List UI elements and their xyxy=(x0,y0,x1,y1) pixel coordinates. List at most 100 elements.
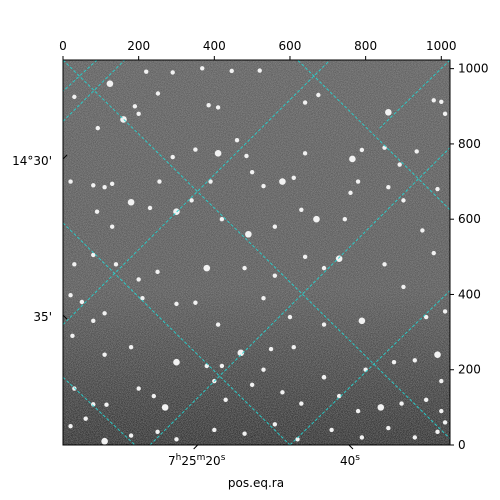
star-126 xyxy=(174,437,179,442)
star-3 xyxy=(200,66,205,71)
grid-line-3 xyxy=(63,60,126,122)
star-77 xyxy=(174,301,179,307)
sky-image xyxy=(63,60,450,445)
star-135 xyxy=(435,429,440,435)
grid-line-4 xyxy=(63,60,331,325)
star-134 xyxy=(412,435,418,440)
dec-tick-label-2: 35' xyxy=(33,310,52,324)
star-33 xyxy=(109,181,115,187)
star-30 xyxy=(68,179,73,184)
top-tick-label-2: 400 xyxy=(203,39,226,53)
star-5 xyxy=(257,68,262,73)
star-14 xyxy=(385,109,392,116)
star-37 xyxy=(249,169,255,175)
star-31 xyxy=(91,183,96,188)
x-axis-title: pos.eq.ra xyxy=(228,476,284,490)
star-92 xyxy=(219,363,225,369)
star-100 xyxy=(412,358,418,363)
star-0 xyxy=(106,80,114,88)
star-130 xyxy=(295,437,300,442)
star-81 xyxy=(287,314,293,320)
star-8 xyxy=(136,111,141,117)
world-tick-3 xyxy=(62,314,68,320)
star-39 xyxy=(279,178,286,185)
star-129 xyxy=(272,422,278,427)
star-132 xyxy=(359,435,365,440)
star-114 xyxy=(321,375,327,380)
grid-line-8 xyxy=(378,60,450,130)
right-tick-label-5: 1000 xyxy=(458,62,489,76)
star-105 xyxy=(104,402,109,407)
star-46 xyxy=(435,186,440,192)
star-107 xyxy=(151,393,156,399)
star-93 xyxy=(237,349,245,357)
star-28 xyxy=(397,162,402,167)
star-45 xyxy=(420,228,425,233)
top-tick-label-0: 0 xyxy=(59,39,67,53)
ra-tick-label-1: 7h25m20s xyxy=(168,453,226,468)
star-80 xyxy=(261,296,266,301)
star-124 xyxy=(128,433,134,438)
star-9 xyxy=(155,91,161,96)
dec-tick-labels: 14°30' 35' xyxy=(12,154,52,324)
star-69 xyxy=(335,255,343,263)
wcs-grid xyxy=(63,60,450,445)
star-106 xyxy=(136,386,141,391)
right-tick-label-1: 200 xyxy=(458,363,481,377)
star-11 xyxy=(215,105,221,110)
star-62 xyxy=(136,277,141,282)
star-71 xyxy=(431,250,436,256)
star-22 xyxy=(234,137,240,143)
star-41 xyxy=(348,190,353,196)
star-79 xyxy=(215,322,221,327)
star-21 xyxy=(214,150,222,157)
star-25 xyxy=(349,155,356,163)
star-123 xyxy=(101,437,108,445)
star-75 xyxy=(102,311,107,316)
star-18 xyxy=(95,125,101,131)
star-104 xyxy=(91,402,96,407)
star-118 xyxy=(399,401,404,406)
star-133 xyxy=(386,425,391,431)
right-tick-label-0: 0 xyxy=(458,438,466,452)
star-76 xyxy=(140,296,145,301)
star-119 xyxy=(423,397,429,403)
world-tick-0 xyxy=(193,444,199,450)
star-74 xyxy=(91,318,96,324)
star-20 xyxy=(193,147,198,152)
axis-ticks: 0 200 400 600 800 1000 0 200 400 600 800 1000 xyxy=(59,39,488,452)
grid-line-5 xyxy=(149,147,450,445)
star-116 xyxy=(355,408,361,414)
star-68 xyxy=(321,265,327,271)
star-111 xyxy=(249,382,255,387)
grid-line-1 xyxy=(63,222,291,445)
right-tick-label-2: 400 xyxy=(458,287,481,301)
star-24 xyxy=(302,151,308,156)
star-13 xyxy=(316,92,321,98)
star-56 xyxy=(342,216,348,222)
star-90 xyxy=(173,358,180,366)
star-115 xyxy=(336,393,342,399)
star-121 xyxy=(68,423,73,429)
star-53 xyxy=(272,224,278,229)
star-15 xyxy=(431,98,436,103)
star-98 xyxy=(363,367,368,372)
star-47 xyxy=(127,198,135,206)
star-29 xyxy=(414,149,419,154)
star-35 xyxy=(170,154,175,160)
star-88 xyxy=(102,352,107,357)
star-1 xyxy=(144,69,149,74)
grid-line-0 xyxy=(63,60,450,439)
star-117 xyxy=(377,404,385,411)
star-60 xyxy=(91,252,96,258)
star-65 xyxy=(242,265,247,271)
star-51 xyxy=(219,216,225,222)
star-26 xyxy=(359,147,365,153)
star-54 xyxy=(299,207,304,212)
star-43 xyxy=(386,185,391,190)
ra-tick-labels: 7h25m20s 40s xyxy=(168,453,360,468)
star-120 xyxy=(439,408,444,414)
star-38 xyxy=(261,183,266,189)
ra-tick-label-2: 40s xyxy=(340,453,360,468)
star-66 xyxy=(272,273,278,278)
